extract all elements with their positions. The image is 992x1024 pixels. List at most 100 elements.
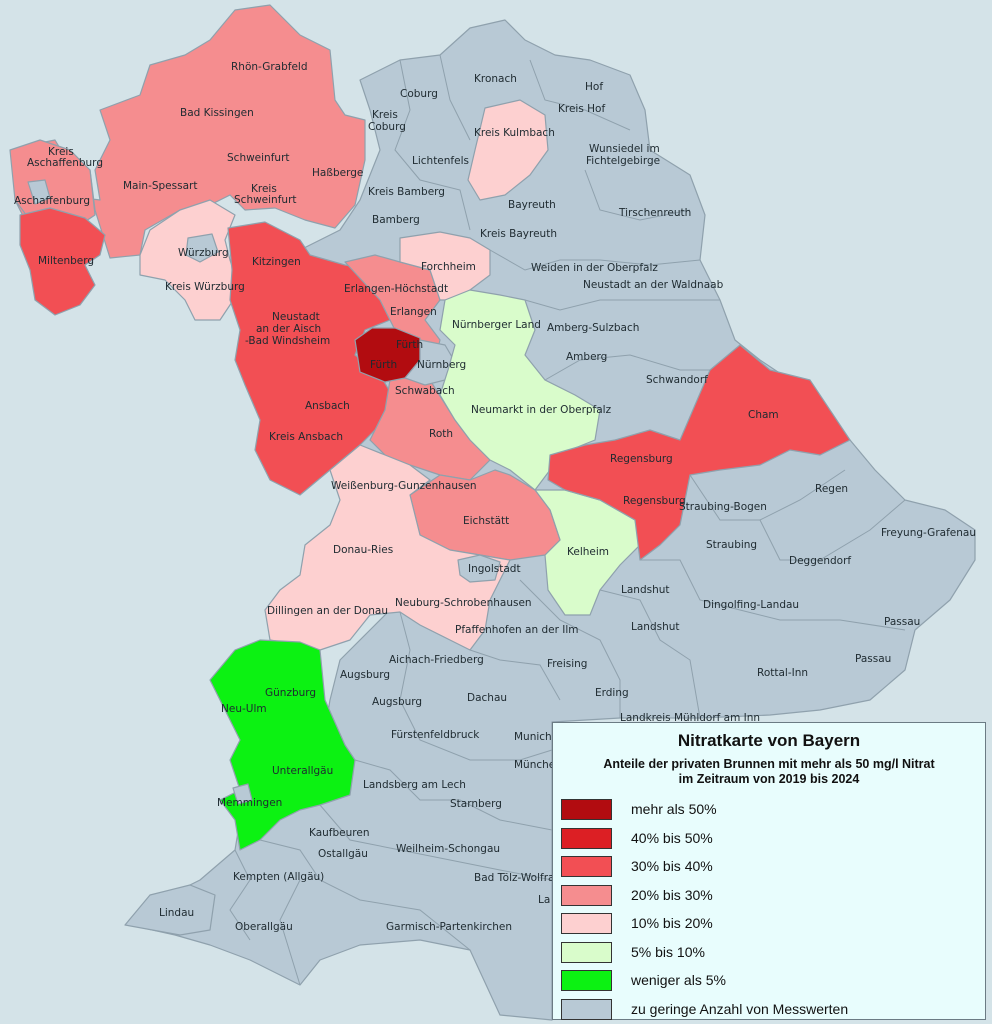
legend-item: 10% bis 20% xyxy=(561,913,971,935)
label-wunsiedel: Wunsiedel im xyxy=(589,143,660,155)
label-kempten: Kempten (Allgäu) xyxy=(233,871,324,883)
label-amberg-sulzbach: Amberg-Sulzbach xyxy=(547,322,639,334)
label-erlangen: Erlangen xyxy=(390,306,437,318)
label-bad-toelz: Bad Tölz-Wolfrat xyxy=(474,872,559,884)
label-augsburg: Augsburg xyxy=(340,669,390,681)
label-kreis-coburg-2: Coburg xyxy=(368,121,406,133)
label-neustadt-aisch-2: an der Aisch xyxy=(256,323,321,335)
label-wunsiedel-2: Fichtelgebirge xyxy=(586,155,660,167)
label-unterallgaeu: Unterallgäu xyxy=(272,765,333,777)
legend-item: zu geringe Anzahl von Messwerten xyxy=(561,998,971,1021)
region-ingolstadt xyxy=(457,554,501,583)
region-schwaben-north xyxy=(264,444,511,651)
label-kreis-schweinfurt-2: Schweinfurt xyxy=(234,194,297,206)
label-landsberg: Landsberg am Lech xyxy=(363,779,466,791)
label-neustadt-aisch-3: -Bad Windsheim xyxy=(245,335,330,347)
region-lindau xyxy=(124,884,216,936)
label-garmisch: Garmisch-Partenkirchen xyxy=(386,921,512,933)
label-eichstaett: Eichstätt xyxy=(463,515,509,527)
label-oberallgaeu: Oberallgäu xyxy=(235,921,293,933)
district-borders xyxy=(229,54,906,986)
label-bad-kissingen: Bad Kissingen xyxy=(180,107,254,119)
label-memmingen: Memmingen xyxy=(217,797,282,809)
label-regensburg: Regensburg xyxy=(610,453,673,465)
label-schweinfurt: Schweinfurt xyxy=(227,152,290,164)
label-kreis-coburg: Kreis xyxy=(372,109,398,121)
legend-swatch xyxy=(561,998,612,1020)
label-lindau: Lindau xyxy=(159,907,194,919)
label-cham: Cham xyxy=(748,409,779,421)
legend-swatch xyxy=(561,827,612,849)
label-kreis-wuerzburg: Kreis Würzburg xyxy=(165,281,245,293)
label-kreis-aschaffenburg: Kreis xyxy=(48,146,74,158)
label-kronach: Kronach xyxy=(474,73,517,85)
label-aichach: Aichach-Friedberg xyxy=(389,654,484,666)
legend-item: 30% bis 40% xyxy=(561,856,971,878)
label-dingolfing: Dingolfing-Landau xyxy=(703,599,799,611)
label-regen: Regen xyxy=(815,483,848,495)
region-memmingen xyxy=(232,783,253,805)
label-main-spessart: Main-Spessart xyxy=(123,180,197,192)
label-fuerstenfeldbruck: Fürstenfeldbruck xyxy=(391,729,480,741)
label-rottal-inn: Rottal-Inn xyxy=(757,667,808,679)
label-miltenberg: Miltenberg xyxy=(38,255,94,267)
label-guenzburg: Günzburg xyxy=(265,687,316,699)
legend-item: weniger als 5% xyxy=(561,970,971,992)
label-rhoen-grabfeld: Rhön-Grabfeld xyxy=(231,61,308,73)
label-munich: Munich xyxy=(514,731,552,743)
label-neumarkt: Neumarkt in der Oberpfalz xyxy=(471,404,612,416)
label-freyung: Freyung-Grafenau xyxy=(881,527,976,539)
label-neustadt-waldnaab: Neustadt an der Waldnaab xyxy=(583,279,724,291)
legend-item: mehr als 50% xyxy=(561,799,971,821)
legend-label: 30% bis 40% xyxy=(631,858,713,874)
region-miltenberg xyxy=(19,207,106,316)
label-kreis-ansbach: Kreis Ansbach xyxy=(269,431,343,443)
label-fuerth: Fürth xyxy=(370,359,397,371)
legend-swatch xyxy=(561,884,612,906)
label-coburg: Coburg xyxy=(400,88,438,100)
label-nuernberg: Nürnberg xyxy=(417,359,466,371)
label-bamberg: Bamberg xyxy=(372,214,420,226)
label-bayreuth: Bayreuth xyxy=(508,199,556,211)
label-erding: Erding xyxy=(595,687,629,699)
label-passau-2: Passau xyxy=(855,653,891,665)
legend-subtitle: Anteile der privaten Brunnen mit mehr al… xyxy=(563,757,975,787)
label-neuburg: Neuburg-Schrobenhausen xyxy=(395,597,532,609)
legend-label: 10% bis 20% xyxy=(631,915,713,931)
label-straubing: Straubing xyxy=(706,539,757,551)
legend-label: zu geringe Anzahl von Messwerten xyxy=(631,1000,849,1017)
legend-label: 5% bis 10% xyxy=(631,943,705,960)
label-muehldorf: Landkreis Mühldorf am Inn xyxy=(620,712,760,724)
label-kreis-bamberg: Kreis Bamberg xyxy=(368,186,445,198)
label-ingolstadt: Ingolstadt xyxy=(468,563,521,575)
label-landshut: Landshut xyxy=(621,584,670,596)
district-labels: Kronach Coburg Kreis Coburg Hof Kreis Ho… xyxy=(14,61,976,933)
label-schwandorf: Schwandorf xyxy=(646,374,708,386)
region-kreis-kulmbach xyxy=(467,99,549,201)
region-aschaffenburg xyxy=(27,179,51,205)
legend-swatch xyxy=(561,856,612,877)
label-kreis-schweinfurt: Kreis xyxy=(251,183,277,195)
legend-title: Nitratkarte von Bayern xyxy=(677,731,861,750)
region-regensburg-cham xyxy=(547,344,851,561)
legend-swatch xyxy=(561,799,612,820)
label-neustadt-aisch: Neustadt xyxy=(272,311,320,323)
legend-subtitle-line2: im Zeitraum von 2019 bis 2024 xyxy=(678,772,860,786)
label-donau-ries: Donau-Ries xyxy=(333,544,393,556)
legend-item: 20% bis 30% xyxy=(561,884,971,907)
label-pfaffenhofen: Pfaffenhofen an der Ilm xyxy=(455,624,579,636)
legend-label: 40% bis 50% xyxy=(631,829,713,846)
label-amberg: Amberg xyxy=(566,351,607,363)
label-neu-ulm: Neu-Ulm xyxy=(221,703,267,715)
label-ostallgaeu: Ostallgäu xyxy=(318,848,368,860)
label-regensburg-2: Regensburg xyxy=(623,495,686,507)
label-dillingen: Dillingen an der Donau xyxy=(267,605,388,617)
label-weiden: Weiden in der Oberpfalz xyxy=(531,262,658,274)
region-wuerzburg xyxy=(185,233,219,263)
label-weissenburg: Weißenburg-Gunzenhausen xyxy=(331,480,477,492)
label-kaufbeuren: Kaufbeuren xyxy=(309,827,369,839)
legend-swatch xyxy=(561,941,612,963)
legend-label: weniger als 5% xyxy=(631,972,726,988)
label-wuerzburg: Würzburg xyxy=(178,247,229,259)
